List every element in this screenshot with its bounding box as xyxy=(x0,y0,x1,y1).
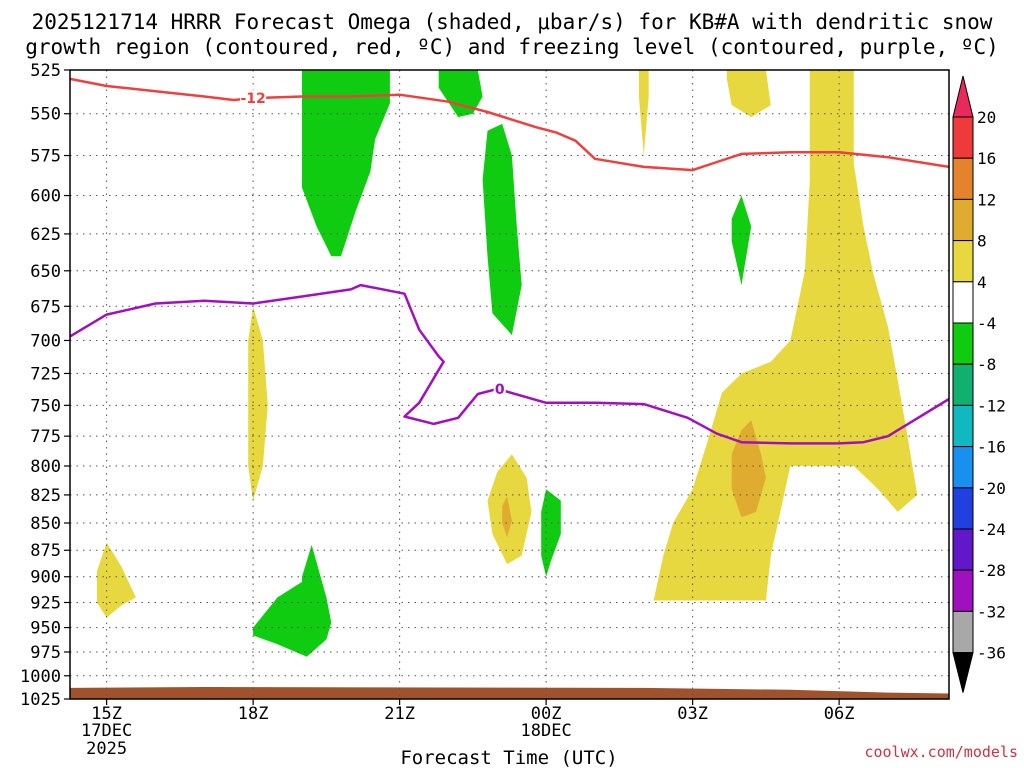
y-tick-label-1000: 1000 xyxy=(20,667,61,687)
x-tick-label-18Z: 18Z xyxy=(238,704,269,724)
colorbar-label-4: 4 xyxy=(977,273,987,292)
y-tick-label-650: 650 xyxy=(30,262,61,282)
colorbar-swatch--28-to--32 xyxy=(952,569,974,612)
y-tick-label-800: 800 xyxy=(30,457,61,477)
y-tick-label-725: 725 xyxy=(30,364,61,384)
colorbar-swatch-12-to-8 xyxy=(952,198,974,242)
x-tick-label-15Z: 15Z xyxy=(91,704,122,724)
colorbar-swatch--12-to--16 xyxy=(952,404,974,448)
omega-region-green-00z xyxy=(541,489,561,577)
plot-frame xyxy=(69,69,950,700)
omega-region-green-18z xyxy=(253,544,332,657)
contour-layer: -12 0 xyxy=(70,77,949,445)
colorbar-swatch--8-to--12 xyxy=(952,363,974,406)
colorbar-label--12: -12 xyxy=(977,396,1006,415)
omega-region-green-20z xyxy=(302,70,390,257)
y-tick-label-900: 900 xyxy=(30,568,61,588)
colorbar-label-8: 8 xyxy=(977,232,987,251)
omega-region-yellow-large-06z xyxy=(653,70,918,601)
plot-area: -12 0 xyxy=(69,69,950,700)
colorbar-label--4: -4 xyxy=(977,314,996,333)
colorbar-swatch-4-to--4 xyxy=(952,281,974,324)
colorbar-label-12: 12 xyxy=(977,190,996,209)
colorbar-swatch--24-to--28 xyxy=(952,528,974,571)
colorbar-label--20: -20 xyxy=(977,479,1006,498)
contour-label-minus12C-bg xyxy=(240,90,267,106)
y-tick-label-600: 600 xyxy=(30,187,61,207)
colorbar-swatch--4-to--8 xyxy=(952,322,974,365)
contour-line-minus12C xyxy=(70,77,949,172)
credit-text: coolwx.com/models xyxy=(864,743,1018,761)
contour-line-0C xyxy=(70,283,949,445)
y-tick-label-850: 850 xyxy=(30,514,61,534)
omega-region-green-22z xyxy=(438,70,483,118)
y-tick-label-625: 625 xyxy=(30,225,61,245)
contour-label-minus12C: -12 xyxy=(240,91,265,107)
y-tick-label-875: 875 xyxy=(30,541,61,561)
colorbar-label--36: -36 xyxy=(977,644,1006,663)
omega-region-yellow-15z xyxy=(96,542,136,618)
y-tick-label-575: 575 xyxy=(30,147,61,167)
colorbar-swatch--32-to--36 xyxy=(952,610,974,654)
colorbar-swatch-8-to-4 xyxy=(952,240,974,283)
x-axis-label: Forecast Time (UTC) xyxy=(400,747,617,768)
x-tick-label-00Z: 00Z xyxy=(531,704,562,724)
y-tick-label-700: 700 xyxy=(30,331,61,351)
colorbar-label--16: -16 xyxy=(977,438,1006,457)
x-date-label-18DEC: 18DEC xyxy=(521,721,572,741)
colorbar-label--8: -8 xyxy=(977,355,996,374)
x-tick-label-03Z: 03Z xyxy=(677,704,708,724)
colorbar-label-20: 20 xyxy=(977,108,996,127)
chart-title-line2: growth region (contoured, red, ºC) and f… xyxy=(25,35,999,59)
y-tick-label-550: 550 xyxy=(30,105,61,125)
omega-region-green-03z xyxy=(731,195,752,286)
omega-region-yellow-04z xyxy=(726,70,771,118)
x-date-label-17DEC: 17DEC xyxy=(81,721,132,741)
y-tick-label-950: 950 xyxy=(30,619,61,639)
colorbar-swatch-top-arrow xyxy=(952,75,974,118)
terrain-below-ground xyxy=(70,687,949,699)
x-tick-label-21Z: 21Z xyxy=(384,704,415,724)
omega-region-yellow-18z xyxy=(248,306,268,501)
y-tick-label-825: 825 xyxy=(30,486,61,506)
colorbar-label--24: -24 xyxy=(977,520,1006,539)
y-tick-label-975: 975 xyxy=(30,643,61,663)
x-tick-label-06Z: 06Z xyxy=(824,704,855,724)
contour-label-0C: 0 xyxy=(495,382,505,398)
terrain-layer xyxy=(70,687,949,699)
y-tick-label-1025: 1025 xyxy=(20,690,61,710)
x-year-label-2025: 2025 xyxy=(86,739,127,759)
colorbar-label--28: -28 xyxy=(977,561,1006,580)
colorbar-swatch-bottom-arrow xyxy=(952,652,974,693)
colorbar-swatch-20-to-16 xyxy=(952,116,974,159)
colorbar: 20 16 12 8 4 -4 -8 -12 -16 -20 -24 -28 -32 -36 xyxy=(952,75,1006,693)
colorbar-label--32: -32 xyxy=(977,602,1006,621)
omega-shading-layer xyxy=(96,70,918,657)
y-tick-label-775: 775 xyxy=(30,427,61,447)
chart-title-line1: 2025121714 HRRR Forecast Omega (shaded, … xyxy=(32,10,993,34)
omega-region-yellow-02z xyxy=(638,70,649,156)
y-tick-label-750: 750 xyxy=(30,396,61,416)
omega-region-orange-04z xyxy=(731,420,766,518)
colorbar-label-16: 16 xyxy=(977,149,996,168)
omega-region-orange-2330z xyxy=(502,496,512,538)
omega-region-green-23z xyxy=(482,123,522,336)
colorbar-swatch--20-to--24 xyxy=(952,487,974,530)
colorbar-swatch-16-to-12 xyxy=(952,157,974,200)
y-tick-label-925: 925 xyxy=(30,593,61,613)
colorbar-swatch--16-to--20 xyxy=(952,446,974,489)
grid-lines xyxy=(70,69,949,700)
y-axis: 525 550 575 600 625 650 675 700 725 750 775 800 825 8… xyxy=(20,61,70,710)
y-tick-label-525: 525 xyxy=(30,61,61,81)
contour-label-0C-bg xyxy=(493,380,506,396)
y-tick-label-675: 675 xyxy=(30,297,61,317)
